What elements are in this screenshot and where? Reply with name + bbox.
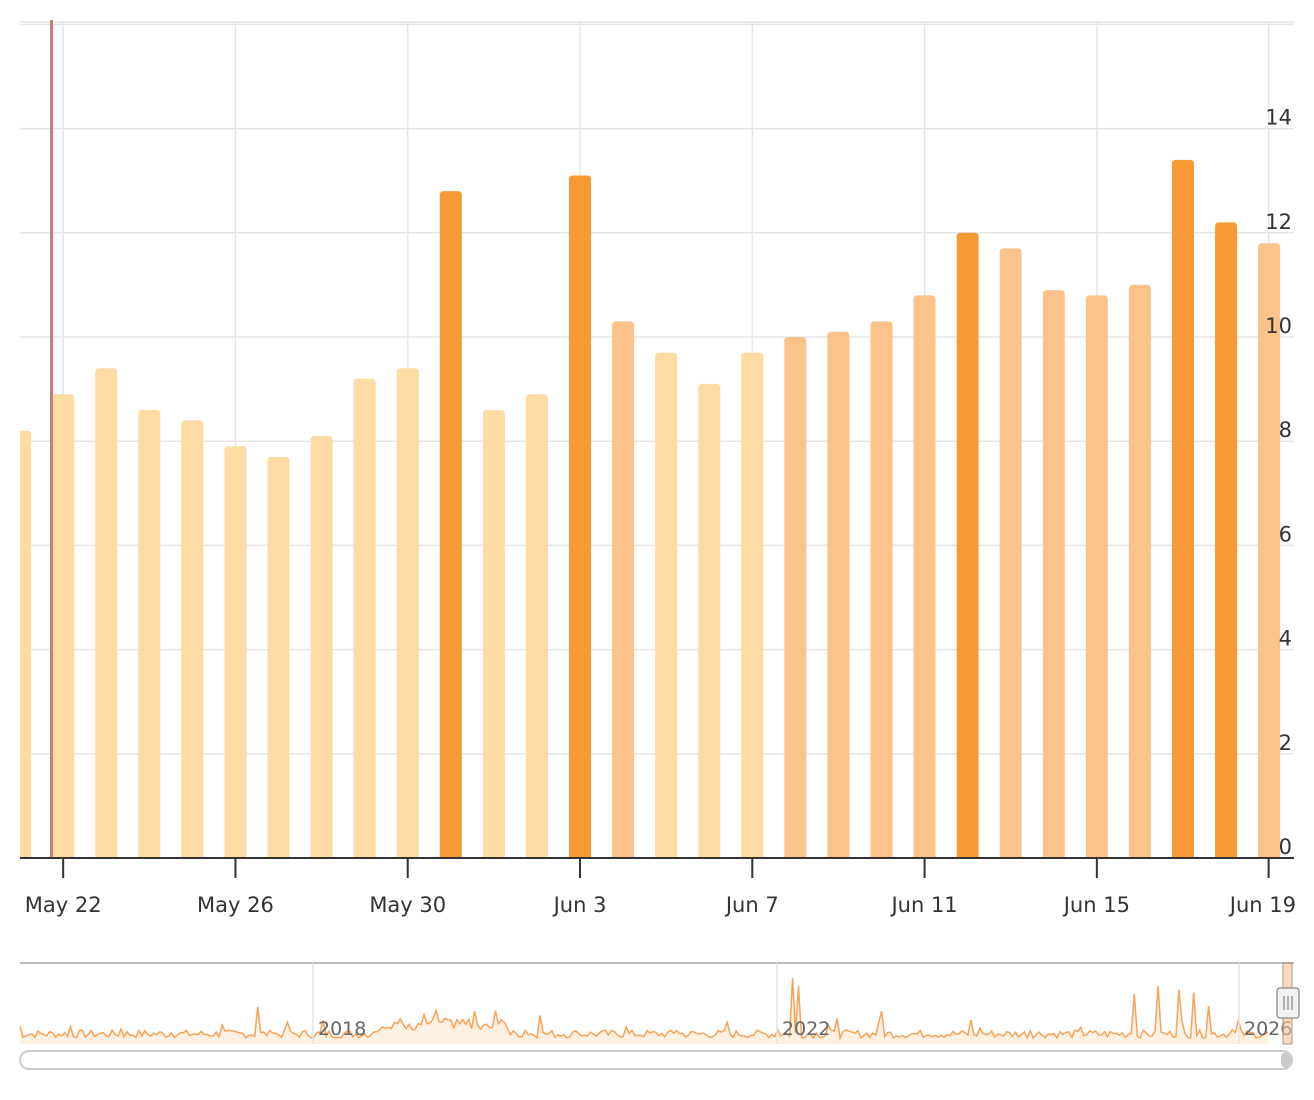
navigator-series-area [20, 978, 1268, 1044]
y-tick-label: 6 [1279, 522, 1292, 546]
x-tick-label: Jun 3 [552, 893, 607, 917]
y-tick-label: 10 [1265, 314, 1292, 338]
scrollbar-thumb[interactable] [1281, 1052, 1292, 1068]
bar-2025-06-06[interactable] [698, 383, 721, 858]
bar-2025-06-09[interactable] [827, 331, 850, 858]
bar-2025-06-15[interactable] [1085, 295, 1108, 858]
navigator-year-label: 2018 [318, 1018, 366, 1040]
y-tick-label: 14 [1265, 106, 1292, 130]
navigator[interactable]: 2018 2022 2026 [19, 962, 1300, 1070]
bar-2025-06-14[interactable] [1042, 290, 1065, 858]
bar-2025-05-21[interactable] [9, 430, 32, 858]
y-tick-label: 2 [1279, 731, 1292, 755]
y-tick-label: 8 [1279, 418, 1292, 442]
bar-2025-06-05[interactable] [655, 352, 678, 858]
bar-2025-06-17[interactable] [1171, 159, 1194, 858]
x-tick-label: Jun 11 [889, 893, 957, 917]
y-tick-label: 0 [1279, 835, 1292, 859]
scrollbar-track[interactable] [19, 1050, 1293, 1070]
bar-2025-05-26[interactable] [224, 446, 247, 858]
bar-2025-06-18[interactable] [1215, 222, 1238, 858]
bar-2025-06-13[interactable] [999, 248, 1022, 858]
navigator-series-line [19, 978, 1269, 1041]
bar-2025-06-02[interactable] [525, 394, 548, 858]
x-tick-label: May 30 [369, 893, 446, 917]
x-tick-label: Jun 15 [1062, 893, 1130, 917]
bar-2025-05-24[interactable] [138, 409, 161, 858]
bar-series [9, 159, 1281, 858]
x-tick-label: May 22 [25, 893, 102, 917]
y-tick-label: 12 [1265, 210, 1292, 234]
y-axis-labels: 0 2 4 6 8 10 12 14 [1265, 106, 1292, 859]
y-tick-label: 4 [1279, 627, 1292, 651]
x-tick-label: Jun 7 [724, 893, 779, 917]
x-axis-labels: May 22 May 26 May 30 Jun 3 Jun 7 Jun 11 Jun 15… [25, 893, 1296, 917]
bar-2025-06-03[interactable] [569, 175, 592, 858]
x-tick-label: May 26 [197, 893, 274, 917]
bar-2025-05-31[interactable] [439, 191, 462, 858]
bar-2025-06-10[interactable] [870, 321, 893, 858]
bar-2025-06-16[interactable] [1128, 284, 1151, 858]
bar-2025-05-28[interactable] [310, 435, 333, 858]
bar-2025-06-12[interactable] [956, 232, 979, 858]
bar-2025-05-22[interactable] [52, 394, 75, 858]
x-tick-label: Jun 19 [1228, 893, 1296, 917]
bar-2025-06-01[interactable] [482, 409, 505, 858]
bar-2025-05-23[interactable] [95, 368, 118, 858]
bar-2025-06-08[interactable] [784, 337, 807, 858]
navigator-year-label: 2022 [782, 1018, 830, 1040]
x-axis [20, 20, 1294, 878]
bar-2025-06-19[interactable] [1258, 243, 1281, 858]
bar-2025-06-04[interactable] [612, 321, 635, 858]
bar-2025-05-25[interactable] [181, 420, 204, 858]
bar-2025-06-11[interactable] [913, 295, 936, 858]
bar-2025-05-29[interactable] [353, 378, 376, 858]
bar-2025-06-07[interactable] [741, 352, 764, 858]
navigator-year-label: 2026 [1244, 1018, 1292, 1040]
bar-2025-05-27[interactable] [267, 456, 290, 858]
bar-2025-05-30[interactable] [396, 368, 419, 858]
